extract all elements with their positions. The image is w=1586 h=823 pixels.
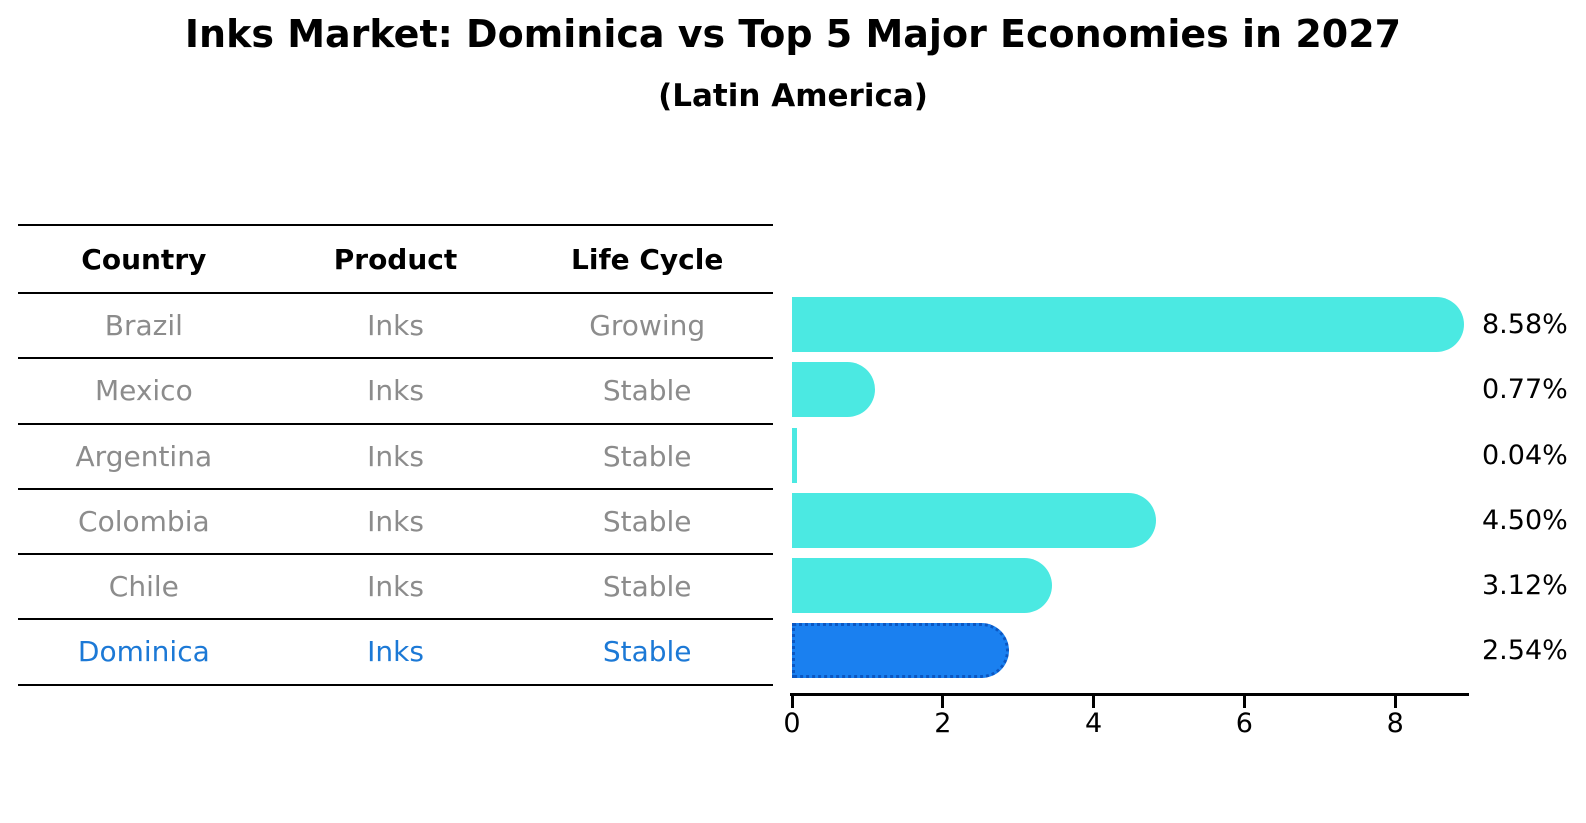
x-tick-label-6: 6 bbox=[1235, 708, 1253, 739]
value-label-colombia: 4.50% bbox=[1482, 504, 1568, 536]
bar-argentina bbox=[792, 427, 797, 483]
x-tick-mark-4 bbox=[1092, 696, 1096, 708]
life-cycle-cell: Stable bbox=[602, 570, 692, 604]
life-cycle-cell: Stable bbox=[602, 374, 692, 408]
x-tick-mark-6 bbox=[1242, 696, 1246, 708]
table-row-mexico: Mexico Inks Stable bbox=[18, 359, 773, 425]
country-cell: Brazil bbox=[104, 309, 183, 343]
table-row-brazil: Brazil Inks Growing bbox=[18, 294, 773, 360]
x-tick-mark-2 bbox=[941, 696, 945, 708]
x-tick-label-2: 2 bbox=[934, 708, 952, 739]
life-cycle-cell: Stable bbox=[602, 439, 692, 473]
country-cell: Mexico bbox=[94, 374, 193, 408]
value-label-chile: 3.12% bbox=[1482, 570, 1568, 601]
x-tick-mark-0 bbox=[790, 696, 794, 708]
country-cell: Argentina bbox=[75, 439, 213, 473]
life-cycle-cell: Stable bbox=[602, 635, 692, 669]
chart-title: Inks Market: Dominica vs Top 5 Major Eco… bbox=[184, 12, 1402, 56]
bar-colombia bbox=[792, 492, 1157, 548]
table-body: Brazil Inks Growing Mexico Inks Stable Argenti… bbox=[18, 294, 773, 686]
country-cell: Colombia bbox=[78, 504, 210, 538]
country-cell: Chile bbox=[108, 570, 179, 604]
col-header-country: Country bbox=[81, 242, 207, 276]
product-cell: Inks bbox=[367, 570, 424, 604]
life-cycle-cell: Stable bbox=[602, 504, 692, 538]
value-label-argentina: 0.04% bbox=[1482, 439, 1568, 471]
table-header-row: Country Product Life Cycle bbox=[18, 226, 773, 294]
bar-brazil bbox=[792, 297, 1464, 352]
bar-dominica bbox=[792, 623, 1009, 679]
table-row-colombia: Colombia Inks Stable bbox=[18, 490, 773, 555]
x-tick-label-8: 8 bbox=[1386, 708, 1404, 739]
product-cell: Inks bbox=[367, 504, 424, 538]
x-tick-label-4: 4 bbox=[1085, 708, 1103, 739]
product-cell: Inks bbox=[367, 635, 424, 669]
product-cell: Inks bbox=[367, 374, 424, 408]
value-label-dominica: 2.54% bbox=[1482, 635, 1568, 667]
country-table: Country Product Life Cycle Brazil Inks Gro… bbox=[18, 224, 773, 686]
bar-chile bbox=[792, 558, 1053, 613]
bar-mexico bbox=[792, 362, 876, 418]
product-cell: Inks bbox=[367, 309, 424, 343]
chart-subtitle: (Latin America) bbox=[658, 78, 928, 114]
product-cell: Inks bbox=[367, 439, 424, 473]
col-header-product: Product bbox=[333, 242, 458, 276]
value-label-brazil: 8.58% bbox=[1482, 309, 1568, 340]
table-row-argentina: Argentina Inks Stable bbox=[18, 425, 773, 490]
table-row-chile: Chile Inks Stable bbox=[18, 555, 773, 621]
value-label-mexico: 0.77% bbox=[1482, 374, 1568, 406]
x-tick-mark-8 bbox=[1393, 696, 1397, 708]
table-row-dominica: Dominica Inks Stable bbox=[18, 620, 773, 686]
x-axis-line bbox=[790, 693, 1469, 696]
col-header-life-cycle: Life Cycle bbox=[571, 242, 724, 276]
x-tick-label-0: 0 bbox=[783, 708, 801, 739]
country-cell: Dominica bbox=[77, 635, 210, 669]
life-cycle-cell: Growing bbox=[589, 309, 706, 343]
